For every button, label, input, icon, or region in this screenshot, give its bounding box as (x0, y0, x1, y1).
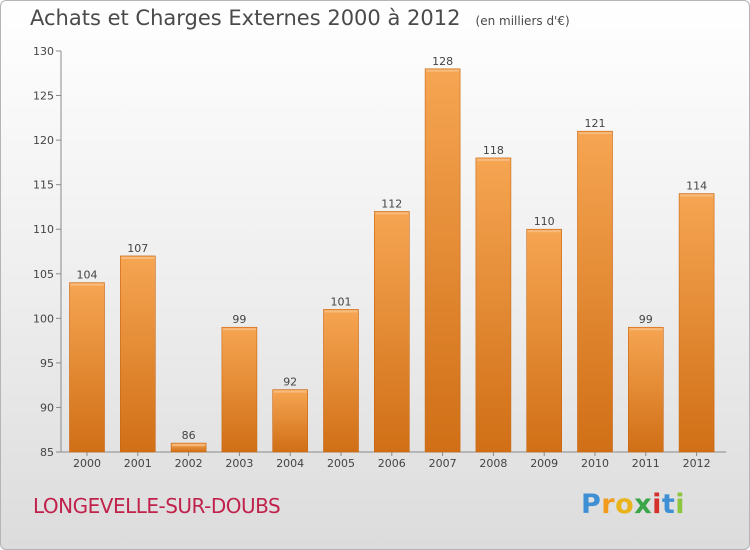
x-tick-label-2000: 2000 (73, 457, 101, 470)
bar-highlight (324, 310, 358, 313)
chart-header: Achats et Charges Externes 2000 à 2012 (… (30, 6, 570, 30)
data-label-2005: 101 (331, 295, 352, 308)
y-tick-label: 95 (40, 357, 54, 370)
y-tick-label: 125 (33, 90, 54, 103)
data-label-2008: 118 (483, 144, 504, 157)
bar-2007 (424, 68, 461, 453)
x-tick-label-2004: 2004 (276, 457, 304, 470)
x-tick-label-2002: 2002 (175, 457, 203, 470)
bar-2002 (170, 442, 207, 453)
data-labels: 104 107 86 99 92 101 112 128 118 110 121 99 114 (77, 55, 708, 442)
proxiti-logo[interactable]: Proxiti (581, 489, 686, 520)
x-tick-label-2007: 2007 (429, 457, 457, 470)
bar-highlight (629, 328, 663, 331)
bar-2003 (221, 326, 258, 453)
data-label-2012: 114 (686, 180, 707, 193)
bar-highlight (375, 212, 409, 215)
data-label-2010: 121 (585, 117, 606, 130)
bar-highlight (222, 328, 256, 331)
bar-2006 (373, 211, 410, 453)
bar-highlight (172, 444, 206, 447)
bar-2009 (526, 228, 563, 453)
x-tick-label-2008: 2008 (479, 457, 507, 470)
bar-highlight (426, 69, 460, 72)
bar-highlight (70, 283, 104, 286)
data-label-2003: 99 (232, 313, 246, 326)
y-tick-label: 90 (40, 401, 54, 414)
x-tick-label-2010: 2010 (581, 457, 609, 470)
bar-highlight (680, 194, 714, 197)
x-tick-label-2003: 2003 (225, 457, 253, 470)
bar-highlight (578, 132, 612, 135)
bar-2008 (475, 157, 512, 453)
data-label-2006: 112 (381, 197, 402, 210)
bar-2011 (627, 326, 664, 453)
bar-2005 (323, 309, 359, 453)
bar-highlight (273, 390, 307, 393)
y-tick-label: 110 (33, 223, 54, 236)
y-tick-label: 115 (33, 179, 54, 192)
y-tick-label: 120 (33, 134, 54, 147)
chart-axes: 85 90 95 100 105 110 115 120 125 130 2000 2001 2002 2… (33, 45, 727, 470)
bar-series (69, 68, 715, 453)
bar-highlight (476, 158, 510, 161)
x-tick-label-2012: 2012 (683, 457, 711, 470)
y-tick-label: 85 (40, 446, 54, 459)
chart-subtitle: (en milliers d'€) (475, 14, 570, 28)
bar-highlight (121, 256, 155, 259)
x-tick-label-2011: 2011 (632, 457, 660, 470)
data-label-2000: 104 (77, 269, 98, 282)
data-label-2007: 128 (432, 55, 453, 68)
data-label-2009: 110 (534, 215, 555, 228)
x-tick-label-2009: 2009 (530, 457, 558, 470)
data-label-2001: 107 (127, 242, 148, 255)
y-tick-label: 105 (33, 268, 54, 281)
bar-2004 (272, 389, 309, 453)
x-tick-label-2006: 2006 (378, 457, 406, 470)
bar-2000 (69, 282, 105, 453)
x-tick-label-2005: 2005 (327, 457, 355, 470)
bar-2010 (577, 130, 613, 453)
bar-2001 (120, 255, 156, 453)
chart-title: Achats et Charges Externes 2000 à 2012 (30, 6, 461, 30)
town-name: LONGEVELLE-SUR-DOUBS (33, 494, 281, 518)
data-label-2004: 92 (283, 376, 297, 389)
bar-2012 (678, 193, 715, 453)
y-tick-label: 100 (33, 312, 54, 325)
data-label-2011: 99 (639, 313, 653, 326)
bar-highlight (527, 230, 561, 233)
data-label-2002: 86 (182, 429, 196, 442)
x-tick-label-2001: 2001 (124, 457, 152, 470)
y-tick-label: 130 (33, 45, 54, 58)
